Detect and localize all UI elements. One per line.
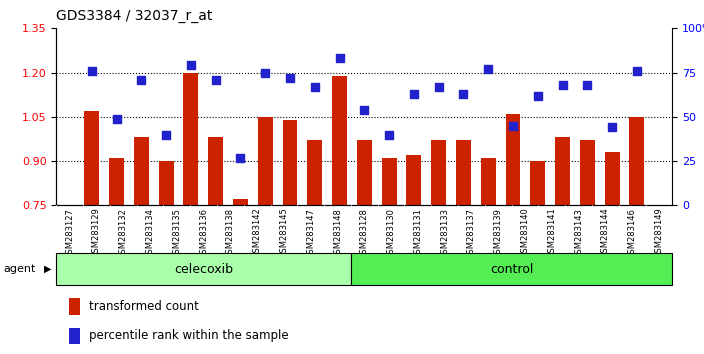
Text: GSM283145: GSM283145 [279, 208, 289, 258]
Bar [134, 137, 149, 205]
Point [284, 75, 296, 81]
Text: GSM283138: GSM283138 [226, 208, 235, 259]
Bar [208, 137, 223, 205]
Text: agent: agent [4, 264, 36, 274]
Text: GSM283132: GSM283132 [119, 208, 128, 258]
Bar [357, 141, 372, 205]
Text: celecoxib: celecoxib [174, 263, 233, 275]
Bar [69, 328, 80, 344]
Bar [332, 75, 347, 205]
Point [482, 66, 494, 72]
Point [334, 56, 345, 61]
Bar [351, 253, 672, 285]
Point [384, 132, 395, 137]
Bar [456, 141, 471, 205]
Point [358, 107, 370, 113]
Bar [308, 141, 322, 205]
Text: GSM283147: GSM283147 [306, 208, 315, 258]
Point [161, 132, 172, 137]
Point [309, 84, 320, 90]
Text: GSM283136: GSM283136 [199, 208, 208, 259]
Bar [481, 158, 496, 205]
Bar [432, 141, 446, 205]
Text: GSM283143: GSM283143 [574, 208, 583, 258]
Bar [530, 161, 545, 205]
Point [631, 68, 643, 74]
Point [111, 116, 122, 121]
Point [606, 125, 617, 130]
Point [260, 70, 271, 75]
Text: GSM283146: GSM283146 [628, 208, 636, 258]
Bar [109, 158, 124, 205]
Text: GSM283128: GSM283128 [360, 208, 369, 258]
Point [582, 82, 593, 88]
Text: GSM283127: GSM283127 [65, 208, 74, 258]
Bar [258, 117, 272, 205]
Point [210, 77, 221, 82]
Text: GSM283141: GSM283141 [547, 208, 556, 258]
Bar [605, 152, 620, 205]
Point [508, 123, 519, 129]
Text: GSM283134: GSM283134 [146, 208, 155, 258]
Text: GSM283149: GSM283149 [655, 208, 663, 258]
Bar [505, 114, 520, 205]
Text: GSM283129: GSM283129 [92, 208, 101, 258]
Bar [84, 111, 99, 205]
Bar [629, 117, 644, 205]
Bar [56, 253, 351, 285]
Bar [233, 199, 248, 205]
Text: GSM283140: GSM283140 [520, 208, 529, 258]
Text: GSM283131: GSM283131 [413, 208, 422, 258]
Bar [282, 120, 297, 205]
Point [532, 93, 543, 98]
Text: GSM283135: GSM283135 [172, 208, 182, 258]
Text: GDS3384 / 32037_r_at: GDS3384 / 32037_r_at [56, 9, 213, 23]
Point [185, 63, 196, 68]
Text: control: control [490, 263, 534, 275]
Point [235, 155, 246, 160]
Bar [555, 137, 570, 205]
Point [136, 77, 147, 82]
Bar [382, 158, 396, 205]
Bar [69, 298, 80, 315]
Text: GSM283133: GSM283133 [440, 208, 449, 259]
Bar [158, 161, 173, 205]
Text: GSM283139: GSM283139 [494, 208, 503, 258]
Text: GSM283148: GSM283148 [333, 208, 342, 258]
Text: GSM283130: GSM283130 [386, 208, 396, 258]
Point [408, 91, 420, 97]
Point [433, 84, 444, 90]
Bar [184, 73, 199, 205]
Text: ▶: ▶ [44, 264, 52, 274]
Bar [406, 155, 421, 205]
Text: GSM283144: GSM283144 [601, 208, 610, 258]
Text: GSM283142: GSM283142 [253, 208, 262, 258]
Text: percentile rank within the sample: percentile rank within the sample [89, 330, 289, 342]
Text: transformed count: transformed count [89, 300, 199, 313]
Point [86, 68, 97, 74]
Text: GSM283137: GSM283137 [467, 208, 476, 259]
Point [458, 91, 469, 97]
Bar [580, 141, 595, 205]
Point [557, 82, 568, 88]
